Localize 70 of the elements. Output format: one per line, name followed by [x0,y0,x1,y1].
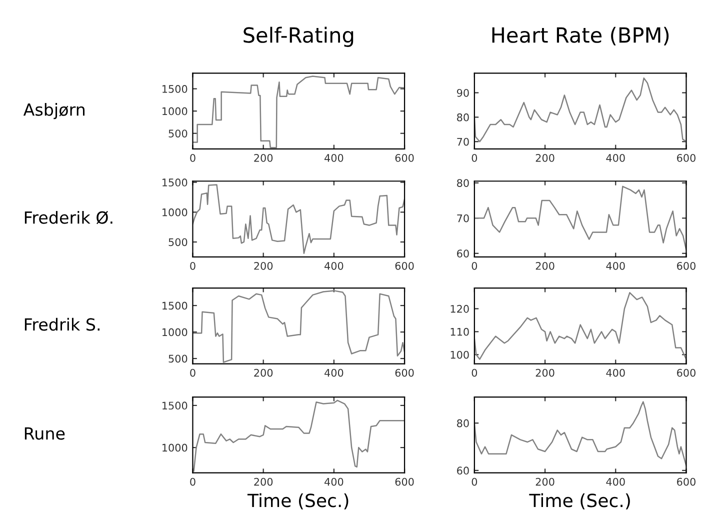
x-tick-label: 600 [395,478,414,486]
chart-title: Self-Rating [244,26,354,47]
line-series [474,186,686,250]
x-tick-label: 400 [606,478,625,486]
line-series [192,184,405,254]
y-tick-label: 70 [457,214,469,222]
y-axis-title: Rune [24,427,65,440]
y-tick-label: 100 [450,350,469,359]
y-tick-label: 1000 [162,208,188,216]
x-tick-label: 200 [254,478,273,486]
x-tick-label: 600 [677,368,696,377]
y-tick-label: 80 [457,179,469,187]
x-tick-label: 400 [606,262,625,270]
x-tick-label: 200 [536,478,554,486]
x-tick-label: 200 [536,262,554,270]
y-tick-label: 1500 [162,402,188,410]
line-series [192,400,405,472]
y-axis-title: Asbjørn [23,103,84,120]
x-tick-label: 600 [395,154,414,162]
y-tick-label: 1500 [162,302,188,310]
y-tick-label: 120 [450,304,469,313]
x-tick-label: 0 [472,478,478,486]
x-axis-title: Time (Sec.) [529,493,630,510]
y-tick-label: 1000 [162,444,188,452]
y-axis-title: Fredrik S. [24,318,100,331]
line-series [474,77,686,142]
y-tick-label: 60 [457,466,469,475]
y-tick-label: 1500 [162,85,188,93]
x-tick-label: 400 [324,262,344,270]
y-tick-label: 500 [168,238,188,246]
x-tick-label: 200 [536,154,554,162]
y-tick-label: 500 [168,354,188,363]
y-tick-label: 70 [457,138,469,146]
x-tick-label: 200 [254,154,273,162]
line-series [474,401,686,466]
y-tick-label: 80 [457,419,469,428]
y-tick-label: 80 [457,113,469,122]
y-tick-label: 60 [457,250,469,258]
y-axis-title: Frederik Ø. [24,210,112,224]
x-tick-label: 0 [472,154,478,162]
y-tick-label: 110 [450,328,469,336]
x-tick-label: 400 [324,368,344,377]
line-series [192,76,405,148]
x-tick-label: 600 [677,262,696,270]
x-tick-label: 0 [190,154,196,162]
x-tick-label: 400 [324,478,344,486]
x-tick-label: 600 [677,478,696,486]
x-tick-label: 0 [472,262,478,270]
x-tick-label: 200 [536,368,554,377]
x-axis-title: Time (Sec.) [247,493,348,510]
x-tick-label: 600 [395,262,414,270]
x-tick-label: 200 [254,368,273,377]
x-tick-label: 400 [606,154,625,162]
chart-title: Heart Rate (BPM) [492,26,669,46]
y-tick-label: 1000 [162,328,188,336]
x-tick-label: 600 [395,368,414,377]
x-tick-label: 0 [190,368,196,377]
x-tick-label: 0 [190,478,196,486]
x-tick-label: 200 [254,262,273,270]
y-tick-label: 90 [456,88,469,97]
x-tick-label: 400 [324,154,344,162]
y-tick-label: 1000 [162,107,188,116]
x-tick-label: 600 [677,154,696,162]
y-tick-label: 500 [168,130,188,138]
y-tick-label: 1500 [162,178,188,186]
line-series [474,292,686,360]
x-tick-label: 0 [472,368,478,377]
line-series [192,290,405,363]
x-tick-label: 0 [190,262,196,270]
x-tick-label: 400 [606,368,625,377]
